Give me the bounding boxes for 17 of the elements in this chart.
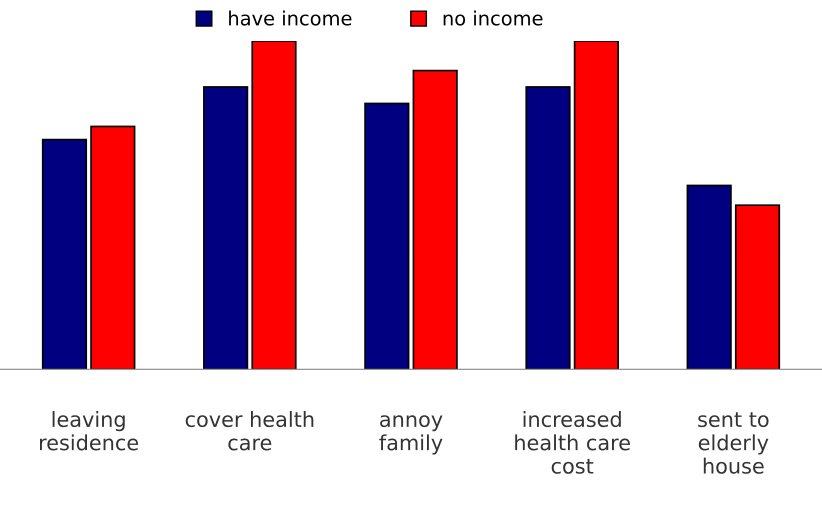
x-tick-label: cover health care [186, 411, 314, 450]
bar [90, 126, 136, 370]
bar [574, 41, 619, 370]
legend-label: no income [444, 10, 543, 26]
x-tick-label: sent to elderly house [698, 412, 769, 474]
bar [412, 70, 458, 370]
bar [686, 184, 732, 370]
legend-label: have income [229, 10, 352, 26]
bar [42, 138, 88, 370]
bar [734, 204, 780, 370]
bar [525, 86, 571, 370]
x-tick-label: annoy family [379, 415, 443, 455]
x-tick-label: increased health care cost [515, 411, 630, 474]
bar [203, 86, 248, 370]
bar [251, 41, 297, 370]
bar [364, 102, 410, 370]
x-tick-label: leaving residence [40, 411, 138, 450]
